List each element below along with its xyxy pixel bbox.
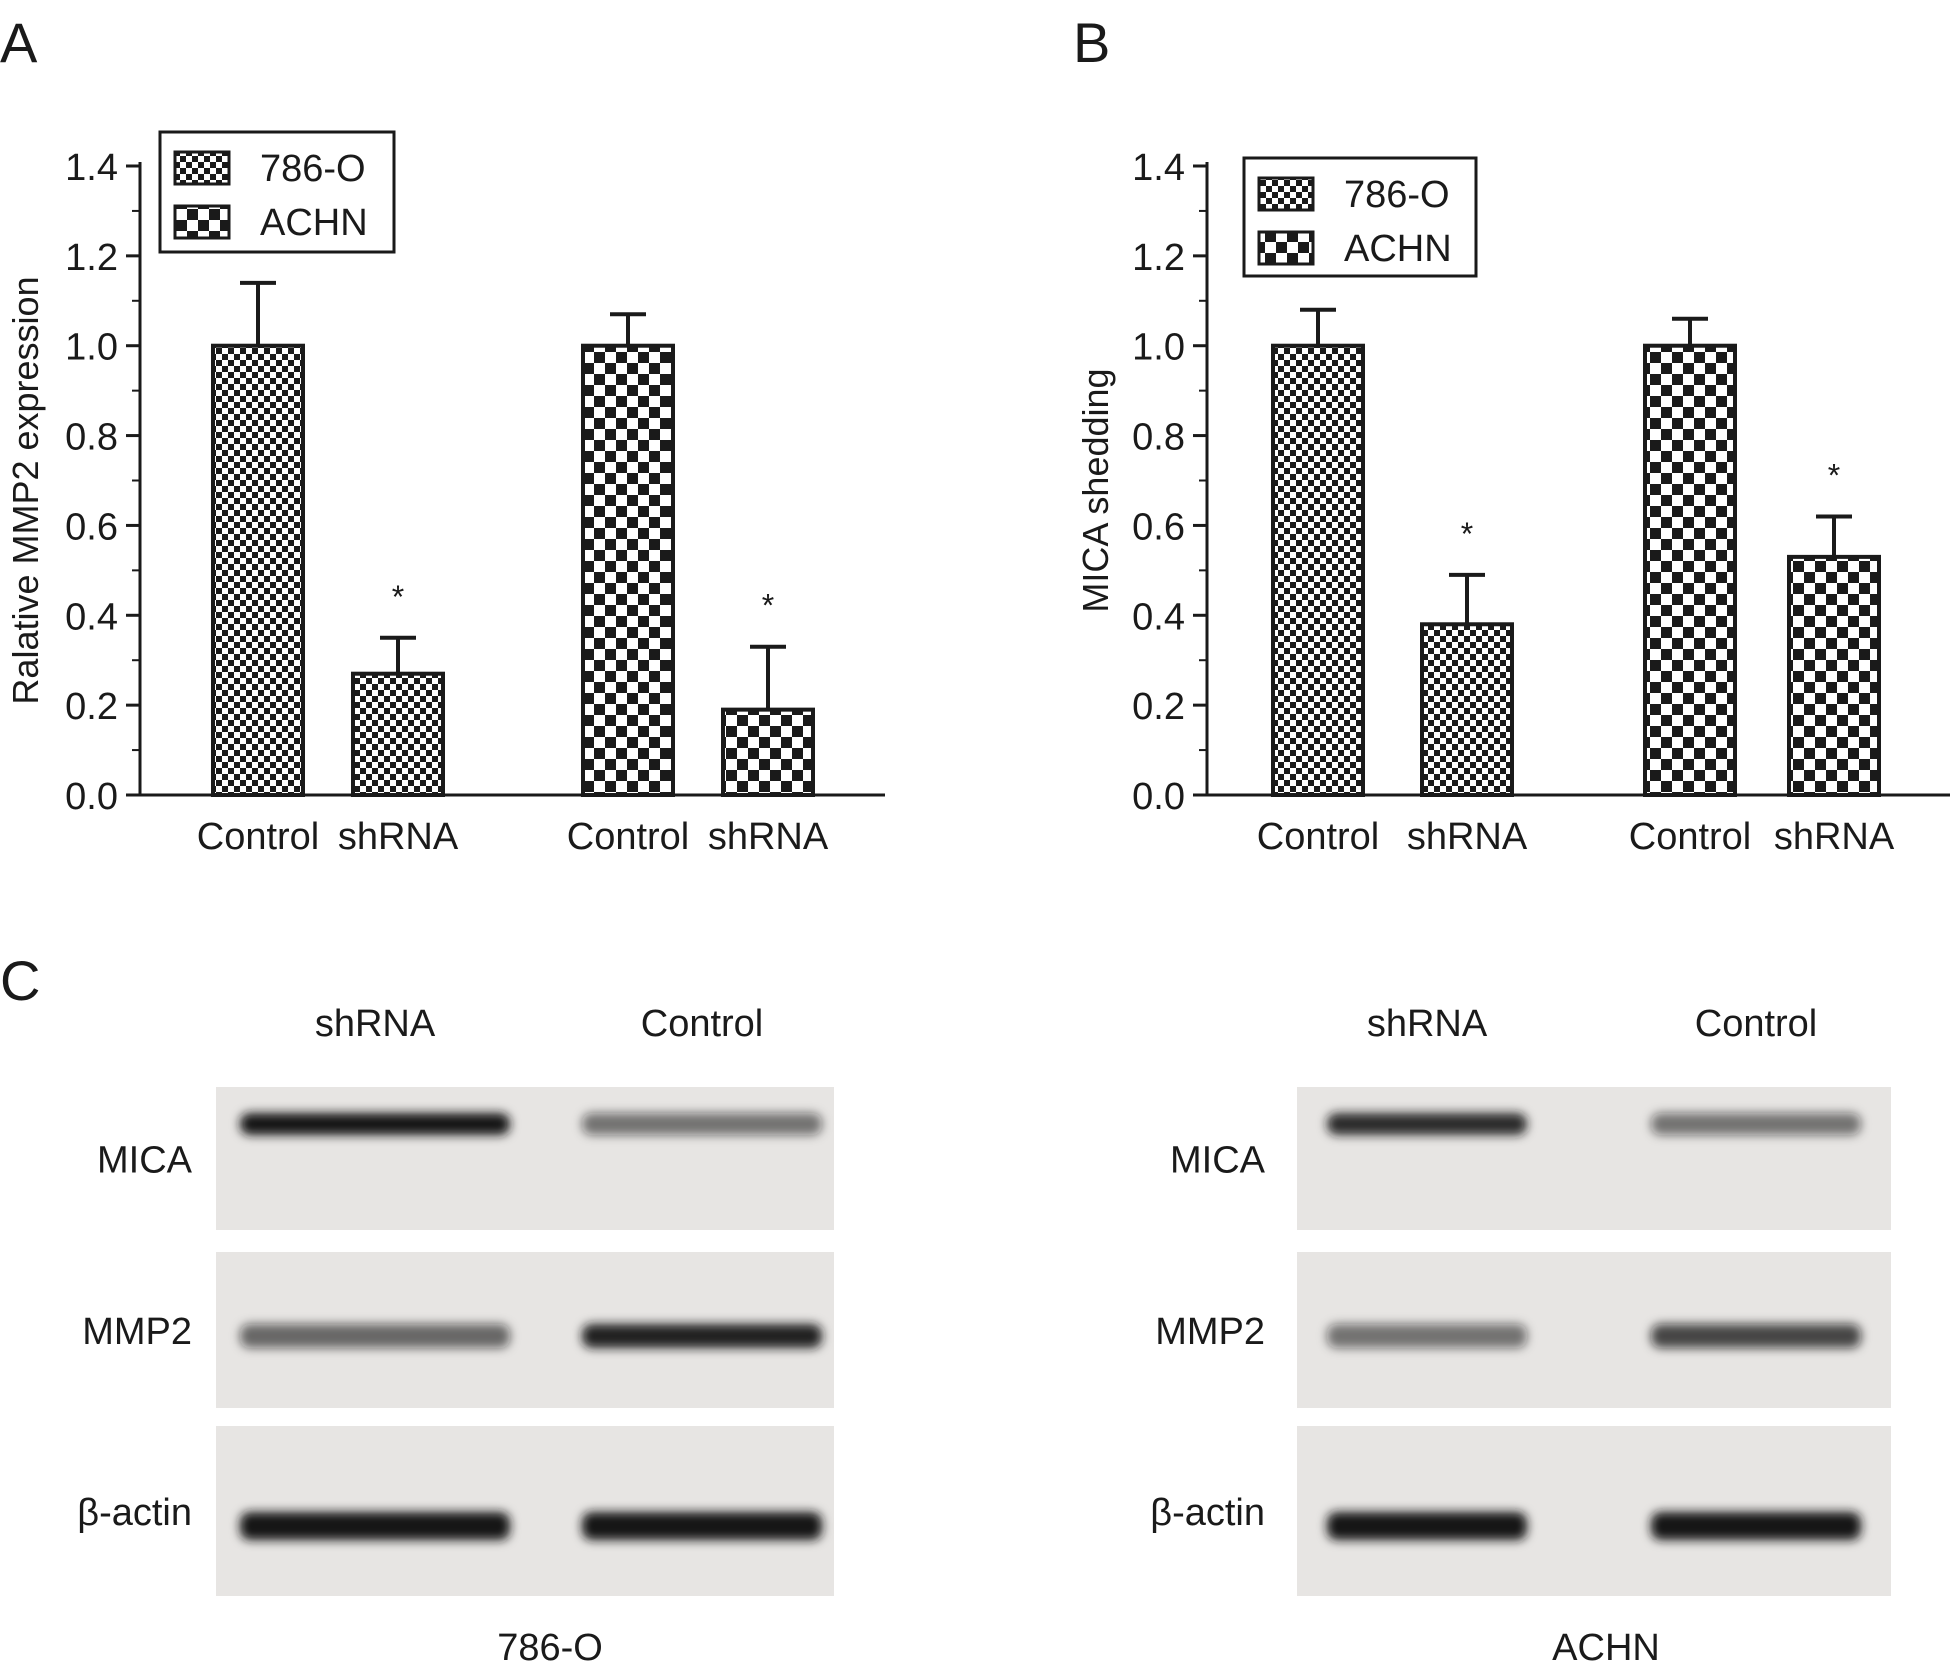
bar bbox=[721, 707, 815, 798]
y-tick-label: 0.4 bbox=[65, 596, 118, 638]
protein-band bbox=[240, 1113, 510, 1135]
bar bbox=[1271, 343, 1365, 797]
protein-label: MICA bbox=[1170, 1140, 1266, 1182]
y-axis-title: MICA shedding bbox=[1075, 368, 1116, 612]
protein-band bbox=[1651, 1324, 1861, 1348]
bar bbox=[581, 343, 675, 797]
protein-band bbox=[1327, 1324, 1527, 1348]
y-tick-label: 1.4 bbox=[1132, 147, 1185, 189]
chart-panel-b: 0.0 0.2 0.4 0.6 0.8 1.0 1.2 1.4 MICA shedding Con… bbox=[1075, 147, 1950, 858]
blot-membrane bbox=[216, 1087, 834, 1230]
bar bbox=[211, 343, 305, 797]
protein-band bbox=[1327, 1512, 1527, 1540]
protein-label: β-actin bbox=[1150, 1492, 1265, 1534]
panel-label-c: C bbox=[0, 949, 40, 1012]
x-tick-label: Control bbox=[1629, 816, 1752, 858]
blot-membrane bbox=[216, 1426, 834, 1596]
lane-label: shRNA bbox=[1367, 1003, 1488, 1045]
y-tick-label: 0.0 bbox=[65, 776, 118, 818]
protein-band bbox=[1651, 1512, 1861, 1540]
lane-label: Control bbox=[641, 1003, 764, 1045]
legend-label: ACHN bbox=[1344, 228, 1452, 270]
legend-label: 786-O bbox=[260, 148, 366, 190]
legend-swatch bbox=[173, 150, 231, 186]
y-tick-label: 0.2 bbox=[65, 686, 118, 728]
y-tick-label: 0.4 bbox=[1132, 596, 1185, 638]
protein-band bbox=[1651, 1113, 1861, 1135]
protein-band bbox=[1327, 1113, 1527, 1135]
bar bbox=[351, 671, 445, 798]
chart-panel-a: 0.0 0.2 0.4 0.6 0.8 1.0 1.2 1.4 Ralative MMP2 ex… bbox=[5, 130, 885, 858]
y-axis-title: Ralative MMP2 expression bbox=[5, 276, 46, 704]
x-tick-label: shRNA bbox=[338, 816, 459, 858]
legend-swatch bbox=[1257, 230, 1315, 266]
blot-membrane bbox=[1297, 1426, 1891, 1596]
legend-swatch bbox=[173, 204, 231, 240]
lane-label: shRNA bbox=[315, 1003, 436, 1045]
significance-marker: * bbox=[1828, 457, 1840, 493]
protein-label: MMP2 bbox=[1155, 1311, 1265, 1353]
protein-band bbox=[582, 1324, 822, 1348]
lane-label: Control bbox=[1695, 1003, 1818, 1045]
western-blot-786-o: shRNA Control MICA MMP2 β-actin 786-O bbox=[77, 1003, 834, 1669]
cell-line-label: 786-O bbox=[497, 1627, 603, 1669]
x-tick-label: Control bbox=[197, 816, 320, 858]
significance-marker: * bbox=[762, 588, 774, 624]
blot-membrane bbox=[1297, 1087, 1891, 1230]
cell-line-label: ACHN bbox=[1552, 1627, 1660, 1669]
protein-label: β-actin bbox=[77, 1492, 192, 1534]
x-tick-label: shRNA bbox=[708, 816, 829, 858]
y-tick-label: 1.4 bbox=[65, 147, 118, 189]
protein-label: MMP2 bbox=[82, 1311, 192, 1353]
y-tick-label: 1.0 bbox=[1132, 327, 1185, 369]
protein-band bbox=[240, 1324, 510, 1348]
y-tick-label: 0.6 bbox=[1132, 506, 1185, 548]
y-tick-label: 1.0 bbox=[65, 327, 118, 369]
bar bbox=[1420, 622, 1514, 797]
protein-band bbox=[582, 1512, 822, 1540]
y-tick-label: 0.8 bbox=[1132, 417, 1185, 459]
x-tick-label: shRNA bbox=[1407, 816, 1528, 858]
x-tick-label: Control bbox=[567, 816, 690, 858]
x-tick-label: shRNA bbox=[1774, 816, 1895, 858]
protein-band bbox=[240, 1512, 510, 1540]
y-tick-label: 0.8 bbox=[65, 417, 118, 459]
significance-marker: * bbox=[1461, 516, 1473, 552]
protein-band bbox=[582, 1113, 822, 1135]
x-tick-label: Control bbox=[1257, 816, 1380, 858]
y-tick-label: 0.6 bbox=[65, 506, 118, 548]
protein-label: MICA bbox=[97, 1140, 193, 1182]
y-tick-label: 0.0 bbox=[1132, 776, 1185, 818]
y-tick-label: 1.2 bbox=[65, 237, 118, 279]
legend-label: 786-O bbox=[1344, 174, 1450, 216]
y-tick-label: 0.2 bbox=[1132, 686, 1185, 728]
y-tick-label: 1.2 bbox=[1132, 237, 1185, 279]
bar bbox=[1643, 343, 1737, 797]
significance-marker: * bbox=[392, 579, 404, 615]
legend-swatch bbox=[1257, 176, 1315, 212]
western-blot-achn: shRNA Control MICA MMP2 β-actin ACHN bbox=[1150, 1003, 1891, 1669]
bar bbox=[1787, 554, 1881, 798]
legend-label: ACHN bbox=[260, 202, 368, 244]
panel-label-a: A bbox=[0, 11, 38, 74]
panel-label-b: B bbox=[1073, 11, 1110, 74]
